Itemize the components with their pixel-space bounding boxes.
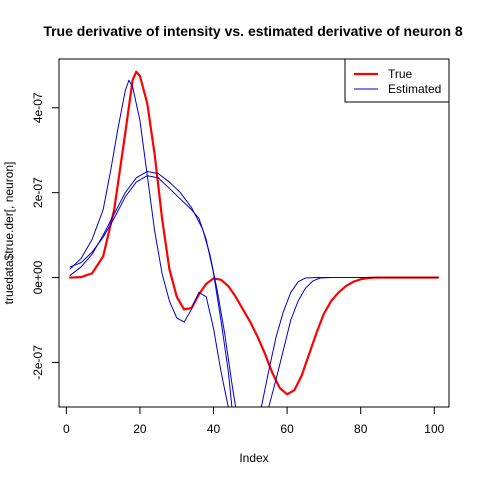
x-tick-label: 40 (207, 422, 221, 436)
legend-label-estimated: Estimated (388, 82, 441, 96)
y-tick-label: 2e-07 (31, 177, 45, 208)
plot-area (68, 70, 440, 407)
series-layer (68, 70, 440, 407)
x-axis-label: Index (239, 451, 268, 465)
x-tick-label: 0 (63, 422, 70, 436)
series-line-estimated-4 (260, 277, 439, 407)
plot-frame (58, 58, 450, 408)
series-line-true-0 (68, 70, 440, 396)
x-tick-label: 80 (354, 422, 368, 436)
series-line-estimated-1 (69, 79, 229, 407)
x-tick-label: 100 (424, 422, 444, 436)
y-axis: -2e-07 0e+00 2e-07 4e-07 (31, 92, 60, 380)
x-tick-label: 20 (133, 422, 147, 436)
y-axis-label: truedata$true.der[, neuron] (2, 162, 16, 305)
legend-label-true: True (388, 67, 413, 81)
y-tick-label: 4e-07 (31, 92, 45, 123)
legend-box (344, 58, 450, 103)
y-tick-label: 0e+00 (31, 260, 45, 294)
series-line-estimated-5 (268, 277, 439, 407)
series-line-estimated-3 (69, 170, 237, 407)
chart-title: True derivative of intensity vs. estimat… (43, 23, 463, 39)
x-axis: 0 20 40 60 80 100 (63, 406, 445, 436)
y-tick-label: -2e-07 (31, 345, 45, 380)
series-line-estimated-2 (69, 175, 233, 407)
x-tick-label: 60 (280, 422, 294, 436)
